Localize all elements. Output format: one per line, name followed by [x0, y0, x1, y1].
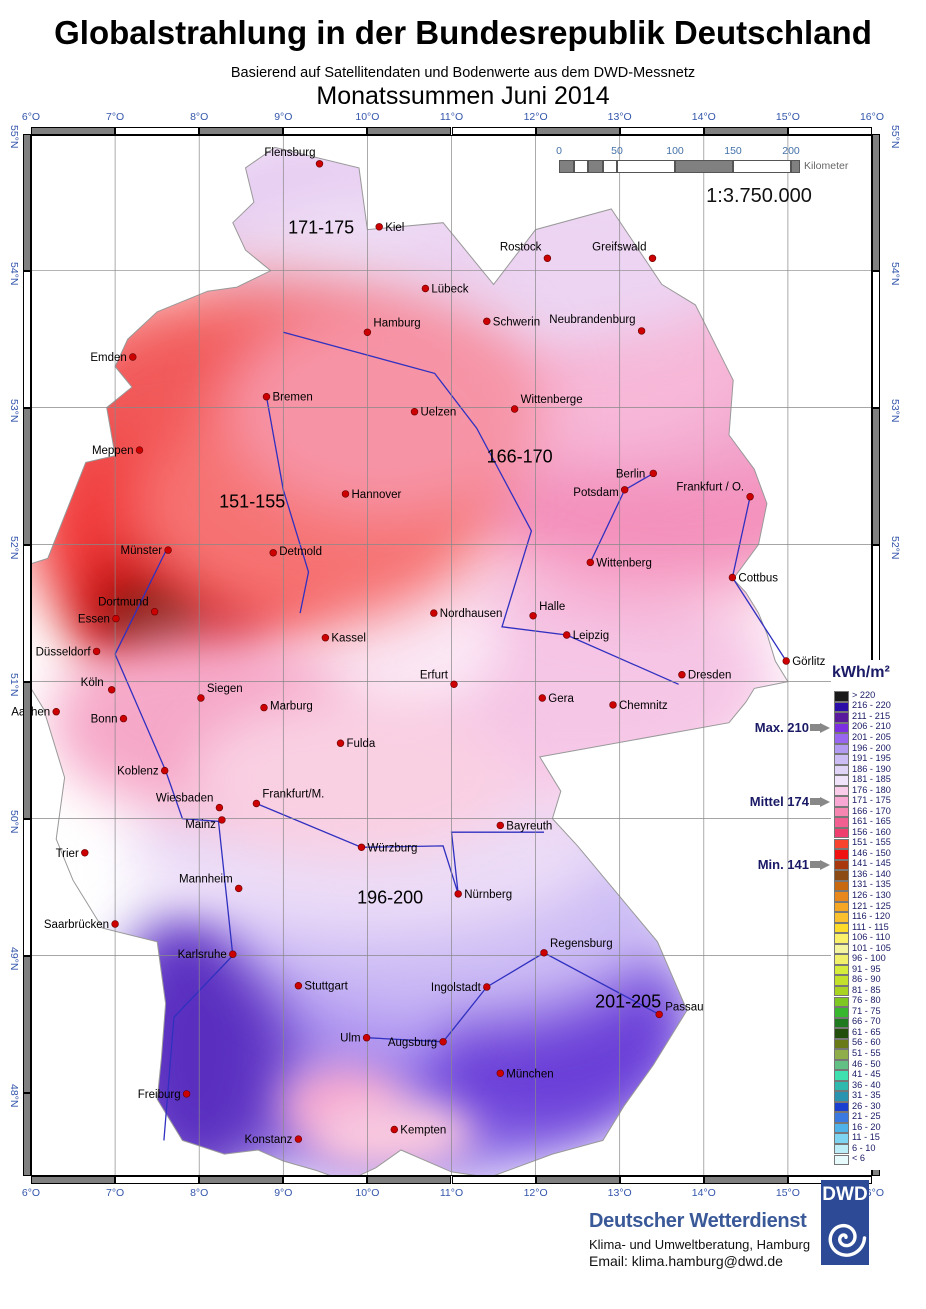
svg-text:DWD: DWD [822, 1184, 867, 1205]
